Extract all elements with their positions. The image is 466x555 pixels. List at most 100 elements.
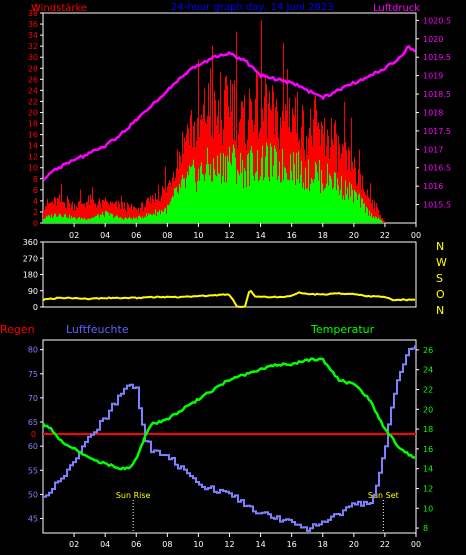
pressure-tick-label: 1017.5 [423, 127, 451, 136]
time-axis-top: 02 04 06 08 10 12 14 16 18 20 22 00 [69, 223, 421, 240]
time-axis-bottom: 02 04 06 08 10 12 14 16 18 20 22 00 [69, 533, 421, 549]
temperature-tick-label: 12 [423, 484, 433, 493]
graph-title: 24-hour graph day, 14 Juni 2023 [171, 2, 334, 13]
time-tick-label: 06 [131, 231, 141, 240]
wind-tick-label: 20 [28, 108, 38, 117]
compass-label: N [436, 240, 444, 253]
wind-tick-label: 6 [33, 186, 38, 195]
compass-label: S [436, 272, 443, 285]
temperature-tick-label: 10 [423, 504, 433, 513]
wind-pressure-marks [42, 20, 416, 223]
time-tick-label: 12 [224, 540, 234, 549]
time-tick-label: 16 [287, 231, 297, 240]
wind-tick-label: 8 [33, 175, 38, 184]
pressure-tick-label: 1018.5 [423, 90, 451, 99]
humidity-temperature-marks: 0 Sun Rise Sun Set [31, 345, 416, 533]
wind-tick-label: 38 [28, 9, 38, 18]
time-tick-label: 14 [255, 540, 265, 549]
wind-tick-label: 24 [28, 86, 38, 95]
wind-direction-frame [42, 241, 417, 308]
rain-label: Regen [0, 323, 35, 336]
temperature-tick-label: 14 [423, 465, 433, 474]
pressure-tick-label: 1020.5 [423, 16, 451, 25]
temperature-line [41, 357, 416, 471]
temperature-tick-label: 20 [423, 405, 433, 414]
time-tick-label: 10 [193, 540, 203, 549]
time-tick-label: 22 [380, 540, 390, 549]
time-tick-label: 00 [411, 231, 421, 240]
temperature-tick-label: 26 [423, 346, 433, 355]
compass-label: W [436, 256, 447, 269]
time-tick-label: 08 [162, 540, 172, 549]
time-tick-label: 14 [255, 231, 265, 240]
pressure-line [42, 45, 416, 182]
temperature-label: Temperatur [310, 323, 375, 336]
direction-tick-label: 360 [23, 238, 38, 247]
wind-tick-label: 30 [28, 53, 38, 62]
time-tick-label: 20 [349, 231, 359, 240]
wind-tick-label: 36 [28, 20, 38, 29]
compass-label: N [436, 304, 444, 317]
humidity-tick-label: 50 [28, 490, 38, 499]
wind-tick-label: 10 [28, 164, 38, 173]
time-tick-label: 18 [318, 231, 328, 240]
pressure-label: Luftdruck [373, 3, 420, 14]
pressure-tick-label: 1015.5 [423, 201, 451, 210]
humidity-axis: 45 50 55 60 65 70 75 80 [28, 346, 43, 524]
temperature-tick-label: 18 [423, 425, 433, 434]
compass-label: O [436, 288, 445, 301]
direction-tick-label: 270 [23, 254, 38, 263]
humidity-tick-label: 75 [28, 370, 38, 379]
pressure-tick-label: 1016.5 [423, 164, 451, 173]
pressure-tick-label: 1017 [423, 145, 443, 154]
time-tick-label: 20 [349, 540, 359, 549]
direction-line [42, 289, 416, 309]
wind-tick-label: 22 [28, 97, 38, 106]
sunset-label: Sun Set [368, 491, 399, 500]
direction-tick-label: 0 [33, 303, 38, 312]
time-tick-label: 18 [318, 540, 328, 549]
time-tick-label: 02 [69, 231, 79, 240]
rain-tick-label: 0 [31, 430, 36, 439]
wind-tick-label: 0 [33, 219, 38, 228]
time-tick-label: 00 [411, 540, 421, 549]
time-tick-label: 10 [193, 231, 203, 240]
pressure-tick-label: 1016 [423, 182, 443, 191]
humidity-temperature-panel: 45 50 55 60 65 70 75 80 8 10 12 14 16 18 20 22 24 26 0 Su… [28, 339, 433, 549]
temperature-tick-label: 16 [423, 445, 433, 454]
temperature-tick-label: 22 [423, 385, 433, 394]
humidity-label: Luftfeuchte [66, 323, 129, 336]
humidity-tick-label: 45 [28, 515, 38, 524]
direction-marks [42, 289, 416, 309]
temperature-tick-label: 8 [423, 524, 428, 533]
pressure-tick-label: 1018 [423, 108, 443, 117]
humidity-tick-label: 55 [28, 466, 38, 475]
wind-label: Windstärke [31, 3, 87, 14]
wind-tick-label: 12 [28, 153, 38, 162]
temperature-axis: 8 10 12 14 16 18 20 22 24 26 [416, 346, 433, 533]
humidity-tick-label: 80 [28, 346, 38, 355]
wind-tick-label: 16 [28, 131, 38, 140]
humidity-line [43, 345, 416, 532]
direction-tick-label: 180 [23, 271, 38, 280]
wind-tick-label: 32 [28, 42, 38, 51]
time-tick-label: 22 [380, 231, 390, 240]
humidity-tick-label: 60 [28, 442, 38, 451]
wind-tick-label: 4 [33, 197, 38, 206]
time-tick-label: 04 [100, 540, 110, 549]
direction-axis: 0 90 180 270 360 [23, 238, 43, 312]
wind-tick-label: 2 [33, 208, 38, 217]
humidity-tick-label: 65 [28, 418, 38, 427]
time-tick-label: 12 [224, 231, 234, 240]
sunrise-label: Sun Rise [116, 491, 151, 500]
pressure-tick-label: 1020 [423, 35, 443, 44]
direction-tick-label: 90 [28, 287, 38, 296]
time-tick-label: 04 [100, 231, 110, 240]
time-tick-label: 06 [131, 540, 141, 549]
wind-tick-label: 34 [28, 31, 38, 40]
time-tick-label: 02 [69, 540, 79, 549]
